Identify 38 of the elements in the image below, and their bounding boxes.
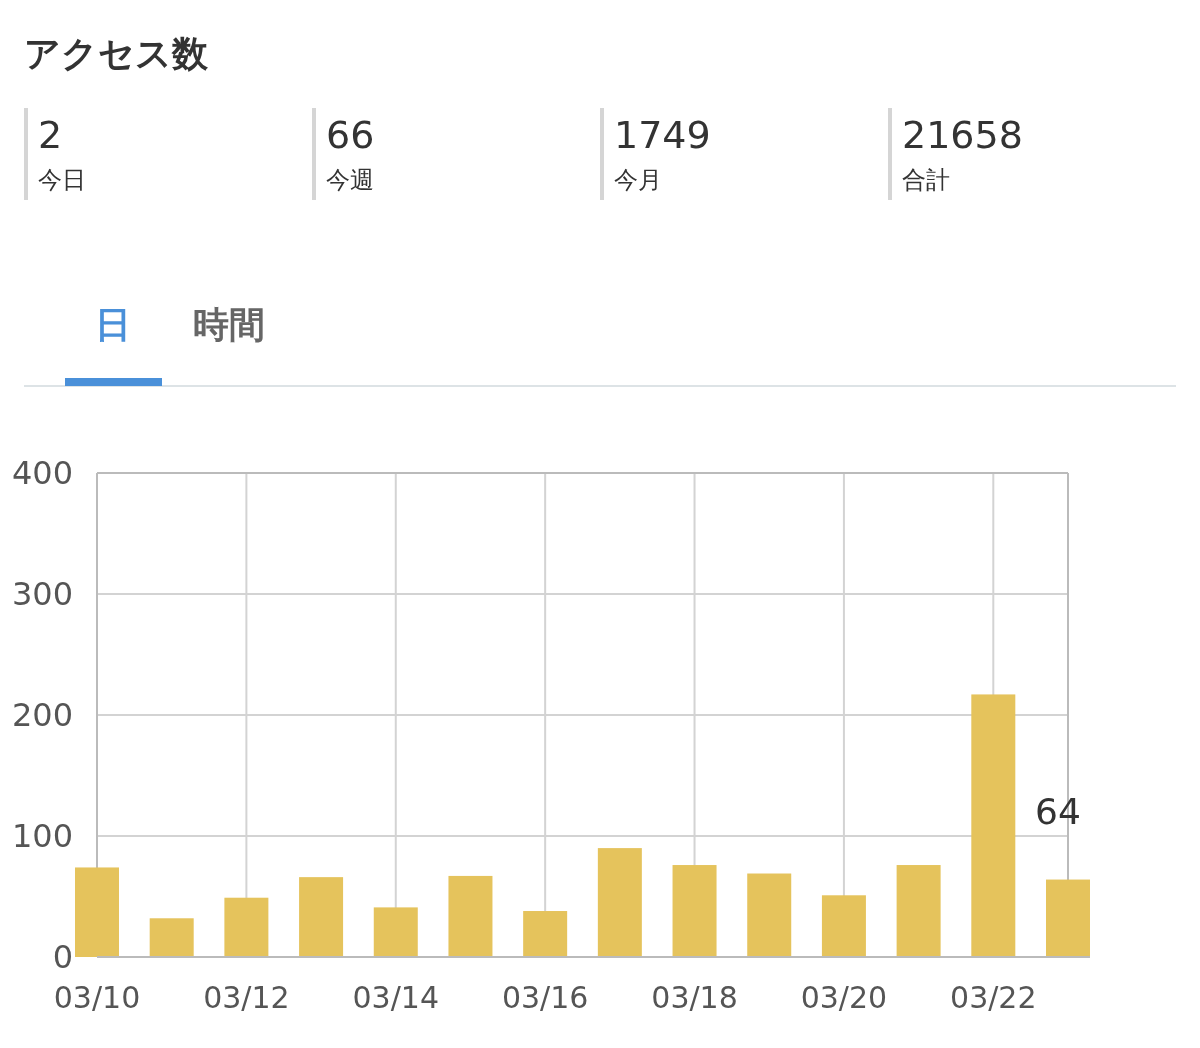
text: 今月 [614, 166, 662, 194]
text: 2 [38, 113, 63, 157]
bar [747, 873, 792, 957]
y-tick-label: 400 [11, 454, 73, 492]
x-tick-label: 03/16 [501, 980, 589, 1015]
bar [299, 877, 344, 957]
y-tick-label: 200 [11, 696, 73, 734]
y-tick-label: 100 [11, 817, 73, 855]
bar [821, 895, 866, 957]
x-tick-label: 03/14 [352, 980, 439, 1015]
x-tick-label: 03/20 [800, 980, 888, 1015]
text: 66 [326, 113, 375, 157]
y-tick-label: 300 [11, 575, 73, 613]
bar [75, 867, 119, 957]
text: 今週 [326, 166, 374, 194]
x-tick-label: 03/18 [651, 980, 738, 1015]
bar [149, 918, 194, 957]
text: 今日 [38, 166, 86, 194]
x-tick-label: 03/12 [203, 980, 290, 1015]
x-tick-label: 03/10 [53, 980, 141, 1015]
bar [373, 907, 418, 957]
bar [448, 875, 493, 957]
bar [971, 694, 1016, 957]
bar [523, 911, 568, 957]
text: 21658 [902, 113, 1023, 157]
data-label: 64 [1035, 790, 1081, 832]
bar [672, 865, 717, 957]
text: 時間 [193, 304, 265, 345]
text: アクセス数 [24, 33, 209, 74]
bar [597, 848, 642, 957]
y-tick-label: 0 [52, 938, 73, 976]
bar [224, 897, 269, 957]
x-tick-label: 03/22 [950, 980, 1037, 1015]
bar [896, 865, 941, 957]
text: 日 [95, 304, 131, 345]
bar [1046, 879, 1090, 957]
text: 1749 [614, 113, 711, 157]
text: 合計 [902, 166, 950, 194]
